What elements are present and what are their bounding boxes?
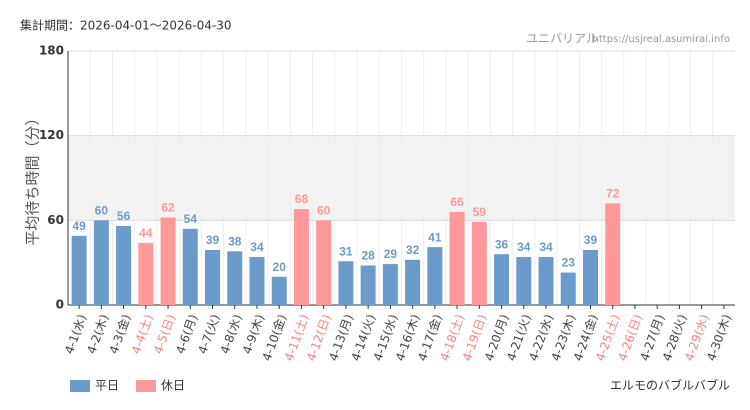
period: 集計期間：2026-04-01〜2026-04-30	[20, 18, 231, 33]
value-label: 38	[228, 235, 242, 249]
bar	[182, 228, 198, 305]
legend-label: 平日	[95, 379, 119, 393]
y-tick-label: 120	[39, 128, 64, 142]
bar	[449, 211, 465, 305]
y-tick-label: 0	[56, 298, 64, 312]
value-label: 36	[495, 237, 509, 251]
bar	[93, 220, 109, 305]
value-label: 29	[384, 247, 398, 261]
bar	[338, 261, 354, 305]
value-label: 66	[450, 195, 464, 209]
value-label: 68	[295, 192, 309, 206]
source-url: https://usjreal.asumirai.info	[593, 34, 730, 45]
bar	[293, 209, 309, 305]
bar	[271, 276, 287, 305]
bar	[205, 249, 221, 305]
value-label: 41	[428, 230, 442, 244]
bar	[605, 203, 621, 305]
bar	[316, 220, 332, 305]
bar	[494, 254, 510, 305]
y-tick-label: 180	[39, 44, 64, 58]
bar	[160, 217, 176, 305]
value-label: 60	[95, 204, 109, 218]
value-label: 49	[72, 219, 86, 233]
value-label: 54	[184, 212, 198, 226]
value-label: 44	[139, 226, 153, 240]
chart-title: エルモのバブルバブル	[610, 378, 730, 393]
legend-swatch	[70, 380, 90, 392]
bar	[427, 247, 443, 305]
source-name: ユニバリアル	[526, 32, 598, 46]
value-label: 39	[584, 233, 598, 247]
legend-swatch	[136, 380, 156, 392]
value-label: 60	[317, 204, 331, 218]
bar	[516, 257, 532, 305]
bar	[138, 242, 154, 305]
value-label: 62	[161, 201, 175, 215]
bar	[116, 225, 132, 305]
legend-label: 休日	[161, 379, 185, 393]
bar	[360, 265, 376, 305]
value-label: 28	[361, 249, 375, 263]
value-label: 56	[117, 209, 131, 223]
value-label: 31	[339, 244, 353, 258]
bar	[582, 249, 598, 305]
y-tick-label: 60	[47, 213, 64, 227]
value-label: 72	[606, 187, 620, 201]
value-label: 59	[473, 205, 487, 219]
value-label: 32	[406, 243, 420, 257]
bar	[405, 259, 421, 305]
bar	[71, 235, 87, 305]
y-axis-label: 平均待ち時間（分）	[24, 110, 42, 245]
value-label: 23	[562, 256, 576, 270]
value-label: 20	[273, 260, 287, 274]
value-label: 39	[206, 233, 220, 247]
value-label: 34	[250, 240, 264, 254]
bar	[471, 221, 487, 305]
value-label: 34	[517, 240, 531, 254]
value-label: 34	[539, 240, 553, 254]
bar	[227, 251, 243, 305]
bar	[538, 257, 554, 305]
bar	[560, 272, 576, 305]
bar	[249, 257, 265, 305]
bar	[382, 264, 398, 305]
